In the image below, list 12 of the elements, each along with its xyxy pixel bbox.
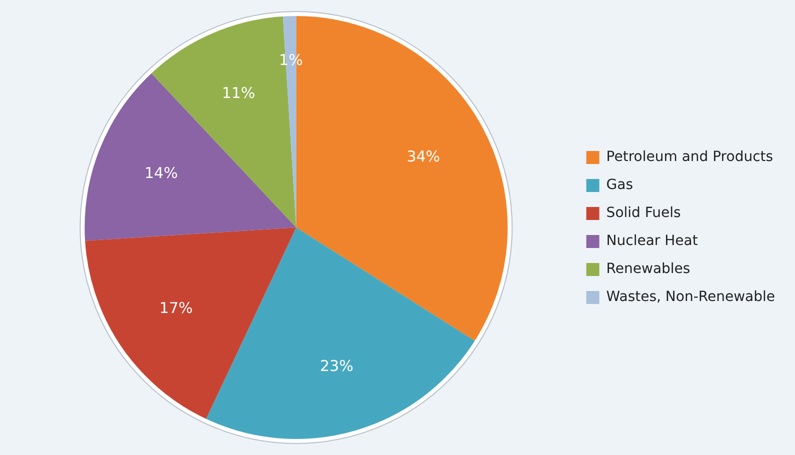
- legend-label: Solid Fuels: [606, 205, 681, 222]
- legend-label: Renewables: [606, 261, 690, 278]
- data-label: 14%: [144, 164, 178, 182]
- data-label: 23%: [320, 356, 354, 375]
- legend-label: Nuclear Heat: [606, 233, 698, 250]
- data-label: 34%: [406, 147, 440, 166]
- legend-label: Petroleum and Products: [606, 149, 774, 166]
- legend-label: Gas: [606, 177, 634, 194]
- data-label: 11%: [222, 84, 256, 102]
- data-label: 17%: [159, 298, 193, 317]
- legend-label: Wastes, Non-Renewable: [606, 289, 776, 306]
- data-label: 1%: [279, 50, 303, 69]
